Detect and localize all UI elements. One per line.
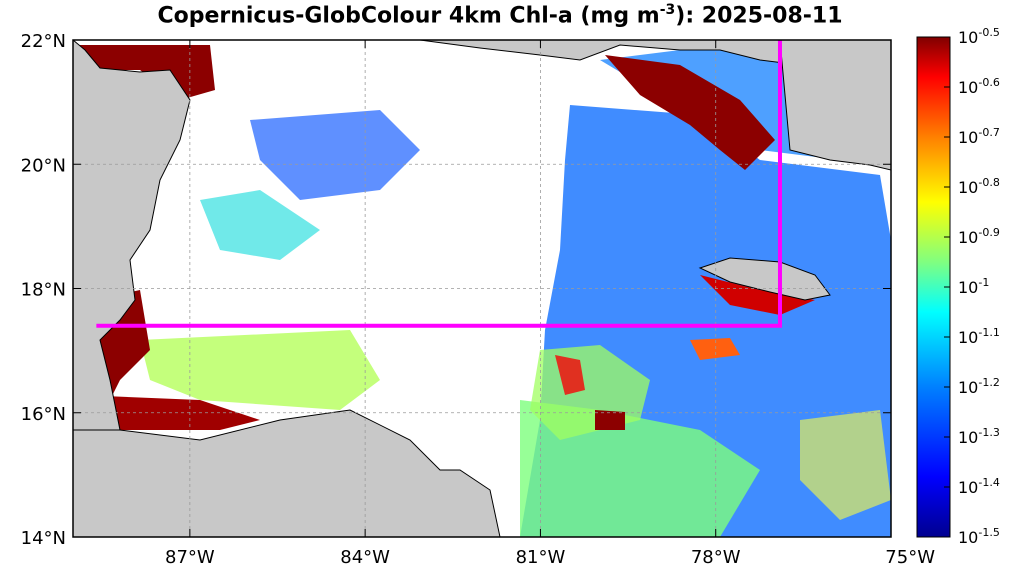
- title-prefix: Copernicus-GlobColour 4km Chl-a (mg m: [157, 3, 660, 29]
- colorbar-labels: 10-0.5 10-0.6 10-0.7 10-0.8 10-0.9 10-1 10-1.1…: [944, 26, 1000, 547]
- colorbar-tick-label: 10-0.5: [958, 26, 1000, 47]
- lon-tick-label: 84°W: [340, 547, 390, 568]
- lat-tick-label: 18°N: [21, 280, 66, 301]
- lon-tick-label: 78°W: [691, 547, 741, 568]
- colorbar-tick-label: 10-1.2: [958, 376, 1000, 397]
- colorbar-tick-label: 10-0.6: [958, 76, 1000, 97]
- colorbar-tick-label: 10-1: [958, 276, 989, 297]
- lon-tick-label: 75°W: [885, 547, 935, 568]
- colorbar-tick-label: 10-1.1: [958, 326, 1000, 347]
- colorbar-tick-label: 10-1.5: [958, 526, 1000, 547]
- lon-tick-label: 81°W: [516, 547, 566, 568]
- latitude-axis: 22°N 20°N 18°N 16°N 14°N: [21, 31, 891, 549]
- lat-tick-label: 16°N: [21, 404, 66, 425]
- lon-tick-label: 87°W: [165, 547, 215, 568]
- colorbar-tick-label: 10-0.7: [958, 126, 1000, 147]
- map-title: Copernicus-GlobColour 4km Chl-a (mg m-3)…: [0, 2, 1000, 28]
- colorbar-tick-label: 10-0.8: [958, 176, 1000, 197]
- lat-tick-label: 20°N: [21, 155, 66, 176]
- title-exponent: -3: [659, 2, 676, 18]
- lat-tick-label: 22°N: [21, 31, 66, 52]
- colorbar-tick-label: 10-1.4: [958, 476, 1000, 497]
- colorbar-tick-label: 10-1.3: [958, 426, 1000, 447]
- title-suffix: ): 2025-08-11: [675, 3, 843, 29]
- region-boundary-line: [96, 40, 782, 328]
- land-masses: [73, 40, 891, 537]
- lat-tick-label: 14°N: [21, 528, 66, 549]
- colorbar-tick-label: 10-0.9: [958, 226, 1000, 247]
- longitude-axis: 87°W 84°W 81°W 78°W 75°W: [165, 40, 935, 568]
